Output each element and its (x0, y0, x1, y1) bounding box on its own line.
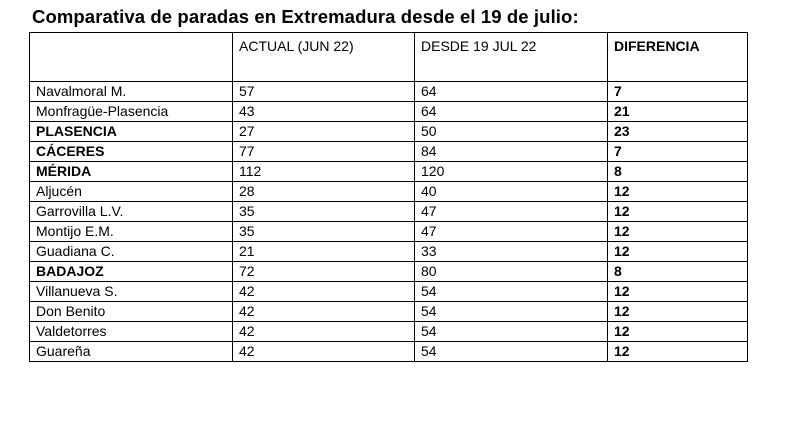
cell-desde: 47 (414, 221, 608, 242)
cell-desde: 47 (414, 201, 608, 222)
header-station (29, 32, 233, 82)
cell-desde: 64 (414, 81, 608, 102)
cell-station: Aljucén (29, 181, 233, 202)
cell-station: PLASENCIA (29, 121, 233, 142)
cell-actual: 28 (232, 181, 415, 202)
cell-actual: 42 (232, 281, 415, 302)
cell-actual: 42 (232, 301, 415, 322)
table-row: BADAJOZ 72 80 8 (29, 261, 748, 282)
cell-diferencia: 12 (607, 281, 748, 302)
cell-diferencia: 12 (607, 221, 748, 242)
cell-station: MÉRIDA (29, 161, 233, 182)
table-row: Montijo E.M. 35 47 12 (29, 221, 748, 242)
table-row: Navalmoral M. 57 64 7 (29, 81, 748, 102)
cell-actual: 42 (232, 341, 415, 362)
table-row: MÉRIDA 112 120 8 (29, 161, 748, 182)
cell-desde: 54 (414, 341, 608, 362)
cell-desde: 84 (414, 141, 608, 162)
cell-desde: 50 (414, 121, 608, 142)
cell-actual: 42 (232, 321, 415, 342)
document-title: Comparativa de paradas en Extremadura de… (32, 6, 579, 27)
table-body: Navalmoral M. 57 64 7 Monfragüe-Plasencia 43 6… (29, 81, 748, 362)
cell-station: Garrovilla L.V. (29, 201, 233, 222)
cell-diferencia: 12 (607, 181, 748, 202)
cell-diferencia: 21 (607, 101, 748, 122)
cell-actual: 57 (232, 81, 415, 102)
cell-diferencia: 12 (607, 301, 748, 322)
cell-diferencia: 12 (607, 201, 748, 222)
header-actual: ACTUAL (JUN 22) (232, 32, 415, 82)
cell-station: CÁCERES (29, 141, 233, 162)
cell-station: Don Benito (29, 301, 233, 322)
cell-actual: 72 (232, 261, 415, 282)
table-row: Monfragüe-Plasencia 43 64 21 (29, 101, 748, 122)
cell-desde: 54 (414, 301, 608, 322)
cell-desde: 33 (414, 241, 608, 262)
table-row: CÁCERES 77 84 7 (29, 141, 748, 162)
table-row: PLASENCIA 27 50 23 (29, 121, 748, 142)
cell-actual: 27 (232, 121, 415, 142)
cell-actual: 43 (232, 101, 415, 122)
table-row: Villanueva S. 42 54 12 (29, 281, 748, 302)
table-row: Guareña 42 54 12 (29, 341, 748, 362)
cell-station: Navalmoral M. (29, 81, 233, 102)
cell-station: Villanueva S. (29, 281, 233, 302)
cell-station: Montijo E.M. (29, 221, 233, 242)
cell-desde: 54 (414, 321, 608, 342)
cell-diferencia: 8 (607, 261, 748, 282)
cell-diferencia: 12 (607, 241, 748, 262)
table-row: Guadiana C. 21 33 12 (29, 241, 748, 262)
cell-desde: 40 (414, 181, 608, 202)
cell-actual: 21 (232, 241, 415, 262)
stops-comparison-table: ACTUAL (JUN 22) DESDE 19 JUL 22 DIFERENC… (29, 32, 748, 362)
cell-diferencia: 7 (607, 81, 748, 102)
cell-station: Monfragüe-Plasencia (29, 101, 233, 122)
cell-diferencia: 12 (607, 321, 748, 342)
cell-diferencia: 7 (607, 141, 748, 162)
table-header-row: ACTUAL (JUN 22) DESDE 19 JUL 22 DIFERENC… (29, 32, 748, 82)
cell-diferencia: 12 (607, 341, 748, 362)
cell-diferencia: 8 (607, 161, 748, 182)
table-row: Valdetorres 42 54 12 (29, 321, 748, 342)
cell-diferencia: 23 (607, 121, 748, 142)
cell-actual: 77 (232, 141, 415, 162)
cell-desde: 64 (414, 101, 608, 122)
cell-actual: 112 (232, 161, 415, 182)
cell-desde: 80 (414, 261, 608, 282)
cell-station: Guadiana C. (29, 241, 233, 262)
header-diferencia: DIFERENCIA (607, 32, 748, 82)
cell-desde: 120 (414, 161, 608, 182)
cell-actual: 35 (232, 221, 415, 242)
table-row: Aljucén 28 40 12 (29, 181, 748, 202)
cell-actual: 35 (232, 201, 415, 222)
table-row: Garrovilla L.V. 35 47 12 (29, 201, 748, 222)
table-row: Don Benito 42 54 12 (29, 301, 748, 322)
cell-station: Valdetorres (29, 321, 233, 342)
cell-desde: 54 (414, 281, 608, 302)
cell-station: Guareña (29, 341, 233, 362)
cell-station: BADAJOZ (29, 261, 233, 282)
header-desde: DESDE 19 JUL 22 (414, 32, 608, 82)
